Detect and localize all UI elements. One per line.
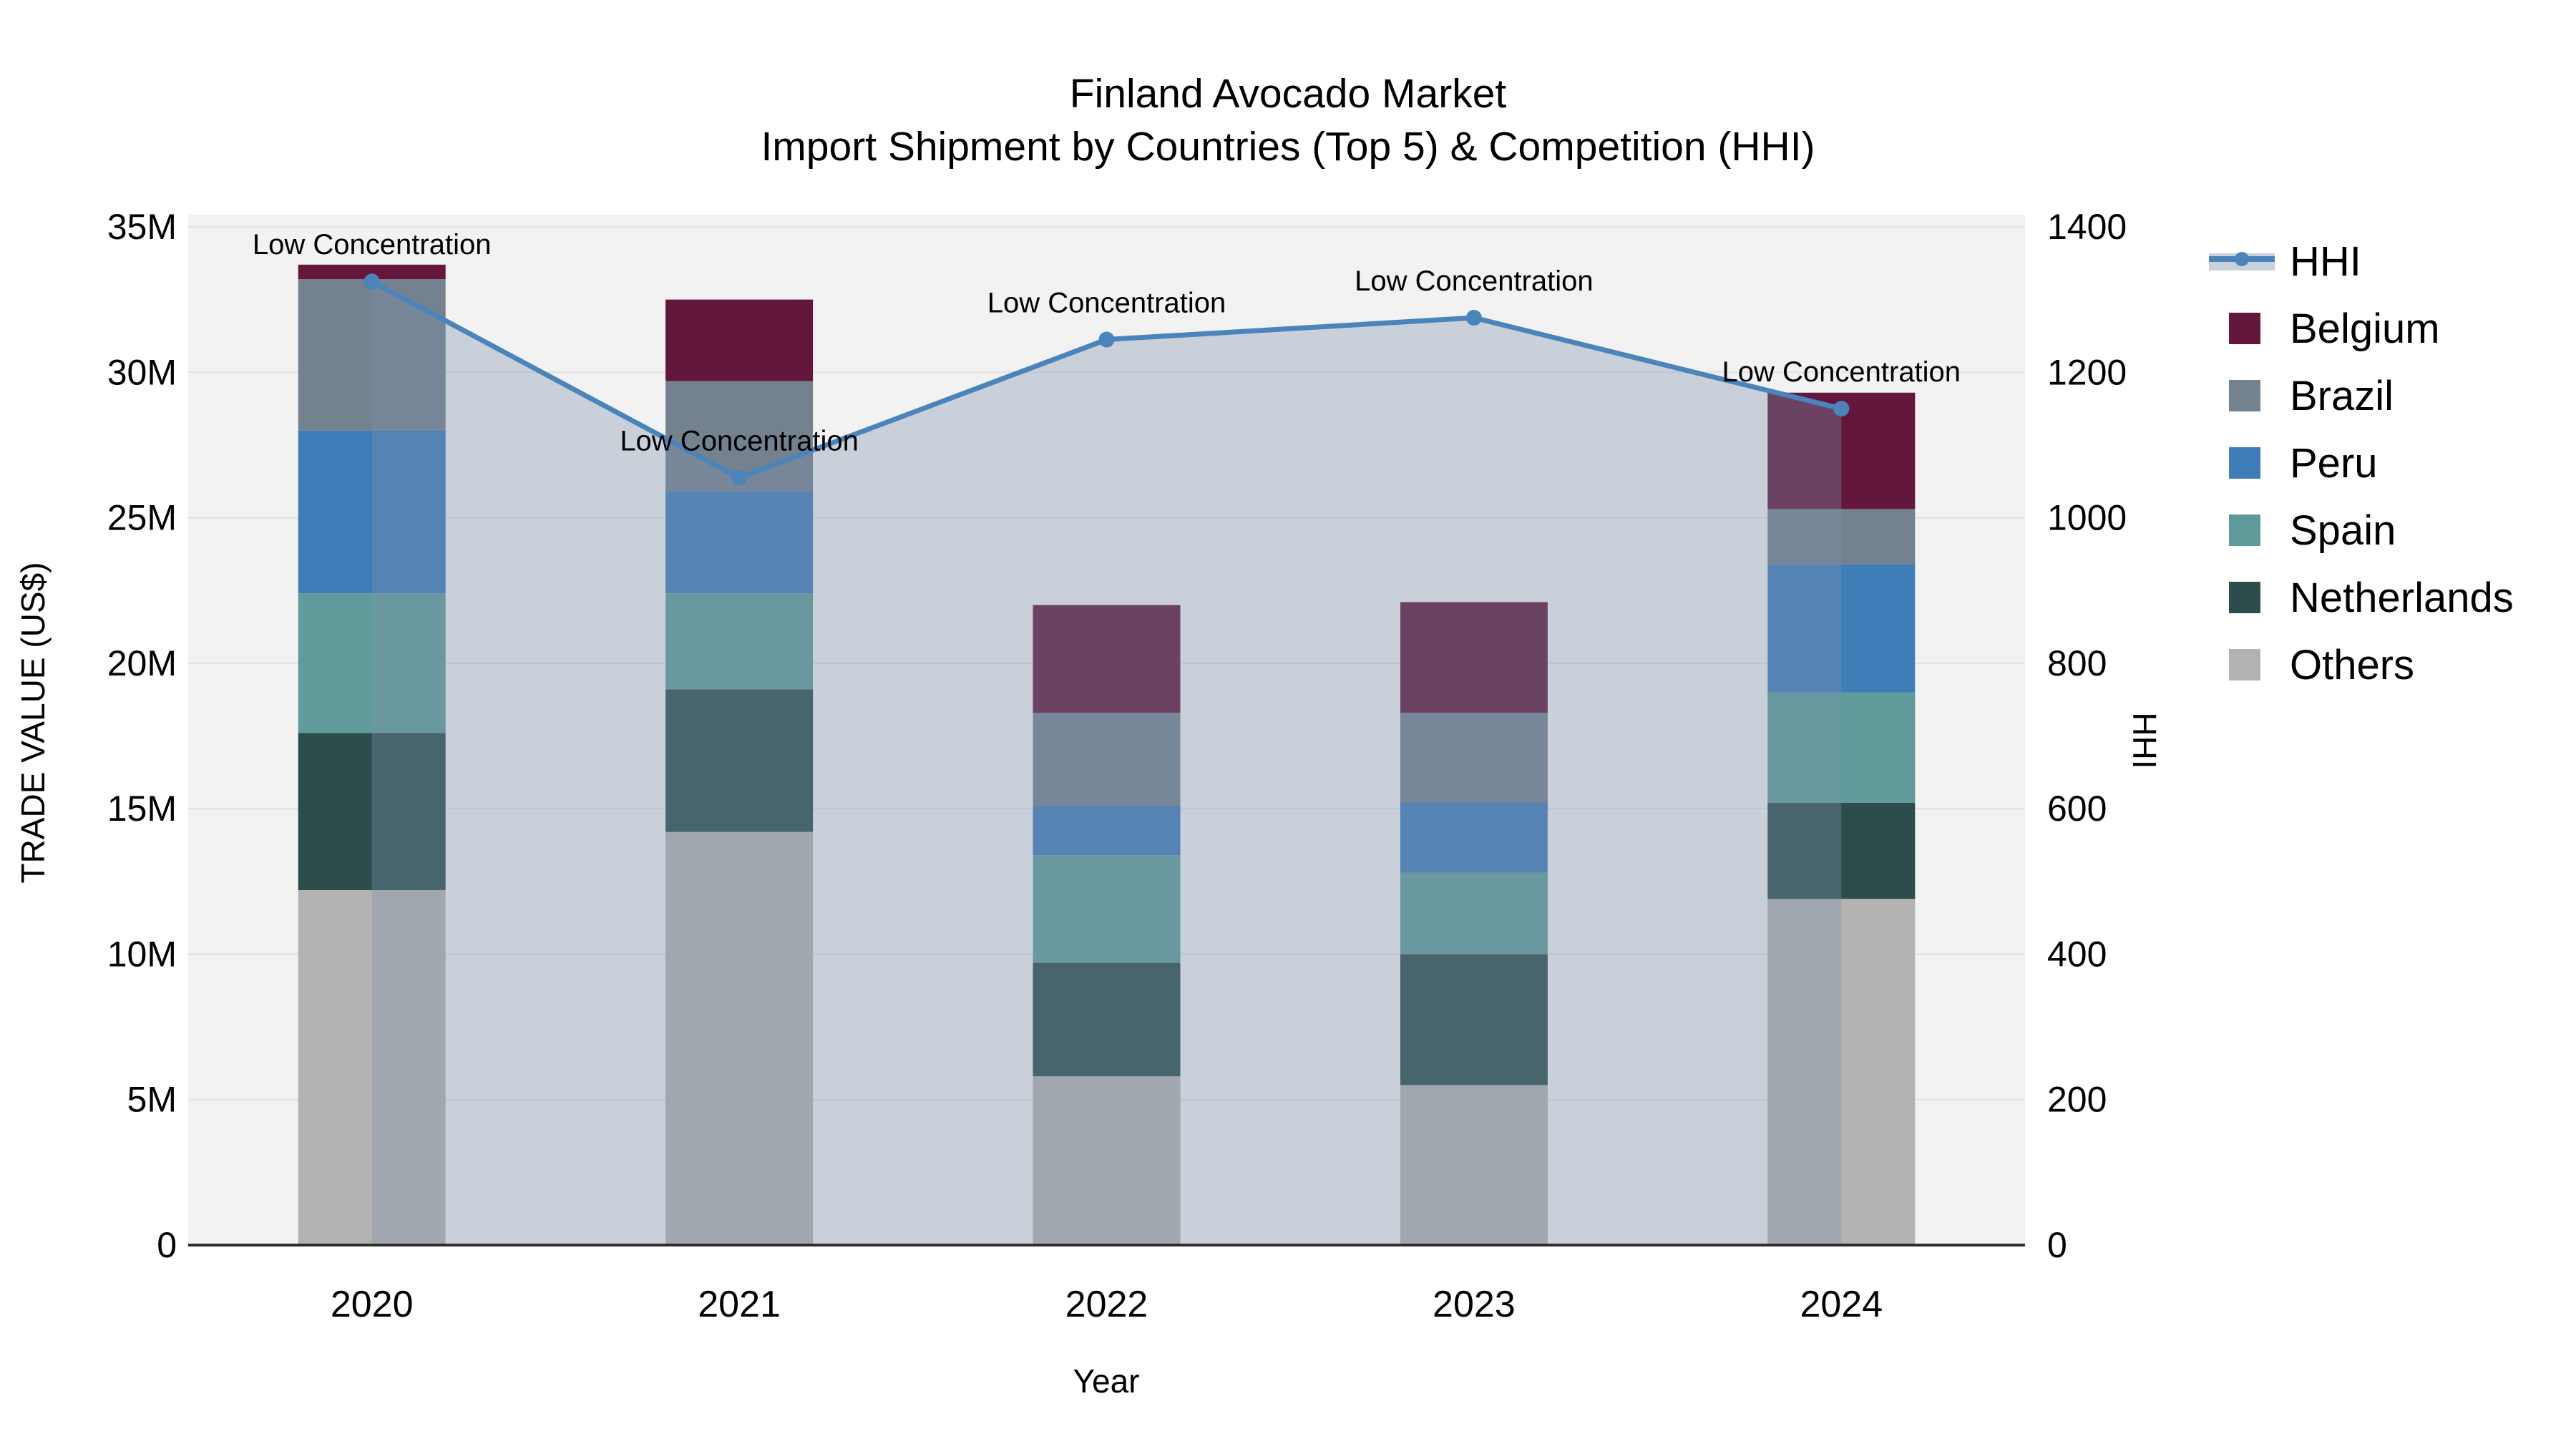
netherlands-color-swatch bbox=[2229, 582, 2260, 613]
bar-segment-spain-2022 bbox=[1033, 855, 1181, 963]
legend-label: Others bbox=[2290, 641, 2415, 688]
bar-segment-peru-2020 bbox=[298, 430, 446, 594]
annotation-2022: Low Concentration bbox=[987, 288, 1226, 319]
y-right-tick-1000: 1000 bbox=[2047, 498, 2127, 538]
bar-segment-brazil-2022 bbox=[1033, 712, 1181, 806]
y-left-tick-15M: 15M bbox=[107, 789, 177, 829]
x-tick-2023: 2023 bbox=[1433, 1284, 1516, 1325]
hhi-area-fill bbox=[371, 281, 1842, 1245]
legend-label: Brazil bbox=[2290, 372, 2394, 419]
y-right-tick-1200: 1200 bbox=[2047, 352, 2127, 392]
bar-segment-belgium-2021 bbox=[665, 299, 814, 381]
bar-segment-netherlands-2024 bbox=[1767, 803, 1916, 899]
x-tick-2021: 2021 bbox=[698, 1284, 781, 1325]
others-color-swatch bbox=[2229, 649, 2260, 680]
y-left-tick-10M: 10M bbox=[107, 934, 177, 974]
legend-label: Spain bbox=[2290, 507, 2396, 554]
spain-color-swatch bbox=[2229, 514, 2260, 546]
y-right-tick-1400: 1400 bbox=[2047, 207, 2127, 247]
bar-segment-netherlands-2021 bbox=[665, 689, 814, 832]
hhi-line-icon bbox=[2209, 245, 2275, 277]
y-right-tick-200: 200 bbox=[2047, 1080, 2107, 1120]
bar-segment-netherlands-2022 bbox=[1033, 962, 1181, 1077]
bar-segment-peru-2024 bbox=[1767, 564, 1916, 693]
y-axis-label-right: HHI bbox=[2126, 712, 2163, 769]
bar-segment-brazil-2024 bbox=[1767, 509, 1916, 565]
y-axis-label-left: TRADE VALUE (US$) bbox=[14, 562, 52, 884]
belgium-color-swatch bbox=[2229, 313, 2260, 344]
bar-segment-netherlands-2020 bbox=[298, 733, 446, 890]
y-left-tick-25M: 25M bbox=[107, 498, 177, 538]
y-left-tick-5M: 5M bbox=[127, 1080, 177, 1120]
y-left-tick-0: 0 bbox=[157, 1225, 177, 1265]
chart-title: Finland Avocado Market Import Shipment b… bbox=[0, 67, 2576, 173]
legend: HHI Belgium Brazil Peru Spain Netherland… bbox=[2209, 228, 2514, 698]
bar-segment-belgium-2022 bbox=[1033, 605, 1181, 713]
legend-item-brazil: Brazil bbox=[2209, 362, 2514, 429]
chart-title-line1: Finland Avocado Market bbox=[1069, 71, 1507, 117]
y-right-tick-400: 400 bbox=[2047, 934, 2107, 974]
y-left-tick-30M: 30M bbox=[107, 352, 177, 392]
x-tick-2024: 2024 bbox=[1800, 1284, 1883, 1325]
bar-segment-belgium-2023 bbox=[1400, 602, 1548, 713]
y-right-tick-600: 600 bbox=[2047, 789, 2107, 829]
bar-segment-spain-2023 bbox=[1400, 872, 1548, 955]
annotation-2020: Low Concentration bbox=[253, 229, 492, 260]
legend-item-netherlands: Netherlands bbox=[2209, 564, 2514, 631]
brazil-color-swatch bbox=[2229, 380, 2260, 411]
hhi-marker-2022 bbox=[1098, 331, 1115, 348]
chart-title-line2: Import Shipment by Countries (Top 5) & C… bbox=[761, 124, 1815, 170]
hhi-marker-icon bbox=[2235, 252, 2249, 266]
hhi-marker-2021 bbox=[731, 469, 748, 486]
bar-segment-netherlands-2023 bbox=[1400, 954, 1548, 1085]
hhi-marker-2023 bbox=[1465, 310, 1482, 326]
x-tick-2022: 2022 bbox=[1065, 1284, 1148, 1325]
legend-item-others: Others bbox=[2209, 631, 2514, 698]
y-left-tick-20M: 20M bbox=[107, 643, 177, 683]
bar-segment-others-2020 bbox=[298, 889, 446, 1245]
legend-label: HHI bbox=[2290, 238, 2361, 285]
bar-segment-others-2022 bbox=[1033, 1076, 1181, 1245]
legend-item-hhi: HHI bbox=[2209, 228, 2514, 295]
bar-segment-others-2023 bbox=[1400, 1085, 1548, 1245]
bar-segment-spain-2021 bbox=[665, 593, 814, 690]
bar-segment-spain-2024 bbox=[1767, 692, 1916, 804]
x-axis-label: Year bbox=[1073, 1362, 1140, 1400]
y-right-tick-0: 0 bbox=[2047, 1225, 2067, 1265]
legend-label: Netherlands bbox=[2290, 574, 2514, 621]
y-left-tick-35M: 35M bbox=[107, 207, 177, 247]
bar-segment-peru-2023 bbox=[1400, 803, 1548, 873]
bar-segment-spain-2020 bbox=[298, 593, 446, 733]
bar-segment-others-2021 bbox=[665, 831, 814, 1245]
legend-item-spain: Spain bbox=[2209, 497, 2514, 564]
x-tick-2020: 2020 bbox=[331, 1284, 414, 1325]
bar-segment-belgium-2020 bbox=[298, 264, 446, 280]
hhi-marker-2024 bbox=[1833, 401, 1850, 417]
legend-item-peru: Peru bbox=[2209, 429, 2514, 497]
annotation-2023: Low Concentration bbox=[1355, 265, 1594, 297]
hhi-marker-2020 bbox=[364, 273, 380, 290]
bar-segment-peru-2022 bbox=[1033, 806, 1181, 856]
legend-item-belgium: Belgium bbox=[2209, 295, 2514, 362]
bar-segment-brazil-2023 bbox=[1400, 712, 1548, 804]
bar-segment-peru-2021 bbox=[665, 491, 814, 594]
legend-label: Peru bbox=[2290, 439, 2378, 487]
y-right-tick-800: 800 bbox=[2047, 643, 2107, 683]
bar-segment-brazil-2020 bbox=[298, 279, 446, 431]
annotation-2021: Low Concentration bbox=[620, 426, 859, 457]
peru-color-swatch bbox=[2229, 447, 2260, 479]
bar-segment-others-2024 bbox=[1767, 899, 1916, 1245]
legend-label: Belgium bbox=[2290, 305, 2440, 352]
annotation-2024: Low Concentration bbox=[1722, 356, 1961, 388]
